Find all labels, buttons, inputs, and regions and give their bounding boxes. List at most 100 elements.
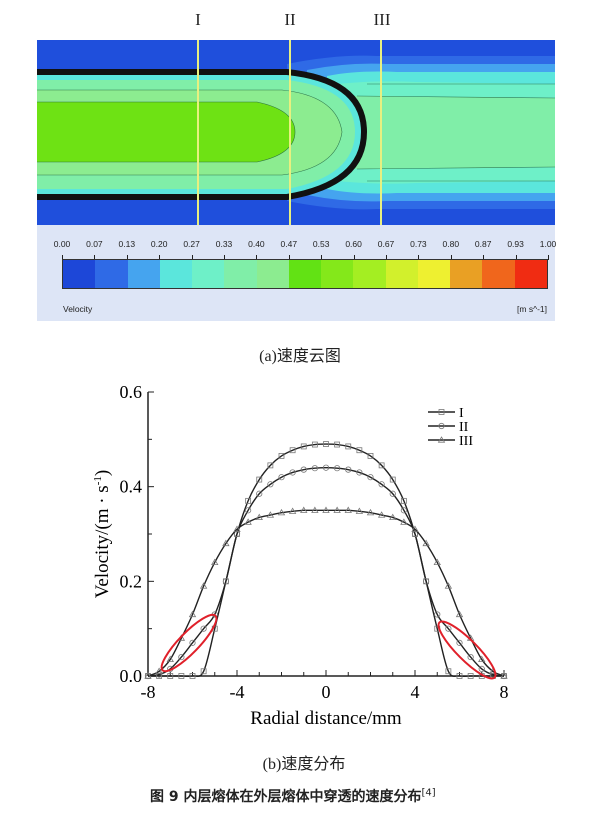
colorbar-bin <box>417 260 451 288</box>
y-axis-label: Velocity/(m · s-1) <box>92 470 113 598</box>
data-point-circle <box>423 578 430 585</box>
data-point-circle <box>289 469 296 476</box>
colorbar-tick-label: 0.67 <box>377 239 395 249</box>
data-point-triangle <box>188 610 197 618</box>
data-point-square <box>300 443 307 450</box>
colorbar-bin <box>63 260 96 288</box>
data-point-circle <box>267 481 274 488</box>
data-point-square <box>200 668 207 675</box>
colorbar-tick <box>159 255 161 260</box>
colorbar-tick-label: 0.53 <box>312 239 330 249</box>
colorbar-bin <box>288 260 322 288</box>
data-point-triangle <box>355 507 364 514</box>
colorbar-tick-label: 0.93 <box>507 239 524 249</box>
x-tick-label: -8 <box>141 682 156 702</box>
y-tick-label: 0.6 <box>120 382 143 402</box>
data-point-triangle <box>199 582 208 589</box>
data-point-triangle <box>478 655 486 663</box>
x-tick-label: -4 <box>230 682 245 702</box>
y-tick-label: 0.4 <box>120 477 143 497</box>
colorbar-tick <box>483 255 485 260</box>
colorbar-tick-label: 0.87 <box>474 239 492 249</box>
legend-label: III <box>459 434 473 449</box>
data-point-circle <box>378 481 385 488</box>
legend-item-III: III <box>428 434 473 449</box>
data-point-circle <box>438 422 445 430</box>
colorbar-bin <box>321 260 354 288</box>
data-point-circle <box>222 578 229 585</box>
colorbar-tick-label: 0.33 <box>215 239 233 249</box>
data-point-circle <box>300 466 307 473</box>
data-point-square <box>311 441 318 448</box>
legend-item-II: II <box>428 420 469 435</box>
data-point-triangle <box>300 506 308 513</box>
y-tick-label: 0.2 <box>120 571 143 591</box>
data-point-triangle <box>155 667 163 674</box>
data-point-circle <box>200 625 207 632</box>
colorbar-tick <box>548 255 549 260</box>
data-point-square <box>367 453 374 459</box>
colorbar-tick <box>224 255 225 260</box>
data-point-triangle <box>266 511 275 518</box>
data-point-triangle <box>322 506 330 513</box>
data-point-square <box>378 462 385 469</box>
data-point-square <box>467 673 474 679</box>
colorbar-bin <box>450 260 483 288</box>
colorbar-tick-label: 0.27 <box>183 239 200 249</box>
data-point-circle <box>434 611 441 618</box>
data-point-triangle <box>389 513 397 521</box>
data-point-square <box>356 447 363 454</box>
data-point-circle <box>334 465 341 472</box>
colorbar-bin <box>482 260 515 288</box>
colorbar-tick <box>126 255 128 260</box>
data-point-square <box>278 453 285 459</box>
data-point-square <box>267 462 274 469</box>
colorbar-unit: [m s^-1] <box>517 304 547 314</box>
series-line-I <box>148 443 504 678</box>
colorbar-tick <box>353 255 355 260</box>
data-point-circle <box>345 466 352 473</box>
x-axis-label: Radial distance/mm <box>250 708 402 729</box>
colorbar-tick-label: 0.60 <box>345 239 362 249</box>
colorbar-bin <box>256 260 289 288</box>
colorbar-bin <box>95 260 128 288</box>
colorbar-tick <box>62 255 63 260</box>
colorbar-label: Velocity <box>63 304 93 314</box>
colorbar-tick <box>386 255 387 260</box>
colorbar-tick-label: 0.00 <box>53 239 71 249</box>
data-point-circle <box>189 639 196 646</box>
data-point-triangle <box>333 506 341 513</box>
data-point-triangle <box>211 558 219 565</box>
data-point-triangle <box>222 539 230 547</box>
data-point-triangle <box>366 508 375 516</box>
data-point-triangle <box>311 506 319 513</box>
colorbar-bin <box>224 260 257 288</box>
data-point-circle <box>456 639 463 646</box>
data-point-square <box>445 668 452 675</box>
colorbar-bin <box>385 260 418 288</box>
series-line-II <box>147 467 505 677</box>
data-point-triangle <box>433 558 441 565</box>
colorbar-tick-label: 0.80 <box>442 239 460 249</box>
colorbar-bin <box>353 260 386 288</box>
data-point-triangle <box>411 525 419 532</box>
interface-boundary <box>37 69 368 200</box>
data-point-square <box>167 673 174 679</box>
data-point-triangle <box>288 507 297 514</box>
colorbar-bin <box>127 260 160 288</box>
data-point-square <box>256 476 263 483</box>
data-point-square <box>438 409 445 415</box>
data-point-circle <box>467 653 474 661</box>
colorbar-tick-label: 0.47 <box>280 239 298 249</box>
colorbar-tick <box>321 255 323 260</box>
data-point-triangle <box>255 513 263 521</box>
caption-a: (a)速度云图 <box>259 348 341 365</box>
y-tick-label: 0.0 <box>120 666 143 686</box>
colorbar-panel: 0.00 0.07 0.13 0.20 0.27 0.33 0.40 0.47 0.53 0.60… <box>37 225 557 321</box>
data-point-triangle <box>166 655 174 663</box>
colorbar-tick-label: 1.00 <box>539 239 557 249</box>
colorbar-bin <box>192 260 225 288</box>
series-II <box>144 464 508 680</box>
figure-caption: 图 9 内层熔体在外层熔体中穿透的速度分布[4] <box>150 787 436 805</box>
